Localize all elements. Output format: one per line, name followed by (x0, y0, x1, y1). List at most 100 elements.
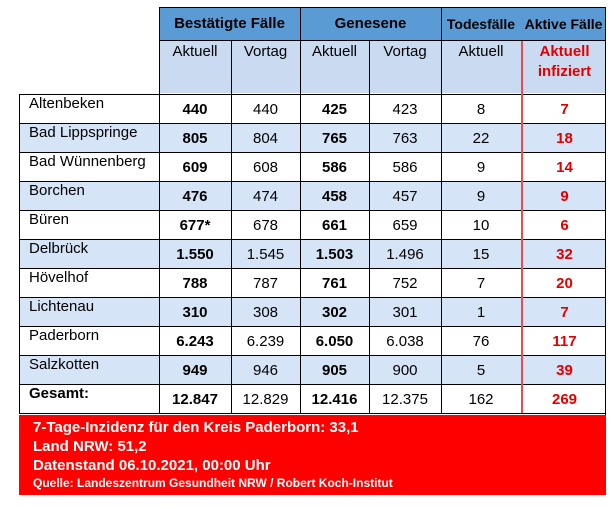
cell-tod: 76 (472, 333, 490, 350)
cell-bf-v: 12.829 (242, 391, 289, 408)
sub-tod-aktuell: Aktuell (458, 42, 504, 60)
table-row (19, 384, 606, 413)
table-row (19, 239, 606, 268)
cell-g-v: 659 (392, 217, 418, 234)
cell-g-a: 661 (321, 217, 348, 234)
cell-bf-a: 1.550 (176, 246, 214, 263)
cell-bf-a: 949 (182, 362, 208, 379)
header-genesene: Genesene (334, 15, 407, 32)
cell-bf-a: 12.847 (172, 391, 218, 408)
cell-g-a: 458 (321, 188, 348, 205)
row-name: Salzkotten (29, 356, 100, 373)
cell-akt: 14 (556, 159, 573, 176)
footer-land-nrw: Land NRW: 51,2 (33, 438, 147, 455)
cell-tod: 10 (472, 217, 490, 234)
row-name: Bad Lippspringe (29, 124, 138, 141)
cell-g-a: 761 (321, 275, 348, 292)
row-name: Büren (29, 211, 70, 228)
table-row (19, 152, 606, 181)
cell-g-v: 900 (392, 362, 418, 379)
cell-tod: 22 (472, 130, 490, 147)
row-name: Lichtenau (29, 298, 95, 315)
cell-g-v: 752 (392, 275, 418, 292)
cell-tod: 5 (476, 362, 486, 379)
cell-g-a: 302 (321, 304, 348, 321)
footer-info-box: 7-Tage-Inzidenz für den Kreis Paderborn:… (19, 415, 606, 495)
cell-tod: 162 (468, 391, 494, 408)
cell-tod: 15 (472, 246, 490, 263)
cell-bf-a: 476 (182, 188, 208, 205)
cell-akt: 18 (556, 130, 573, 147)
footer-quelle: Quelle: Landeszentrum Gesundheit NRW / R… (33, 476, 393, 490)
sub-aktiv-line2: infiziert (537, 62, 592, 80)
cell-tod: 8 (476, 101, 486, 118)
cell-akt: 20 (556, 275, 573, 292)
cell-g-v: 457 (392, 188, 418, 205)
cell-akt: 6 (560, 217, 569, 234)
cell-g-v: 763 (392, 130, 418, 147)
cell-bf-v: 787 (252, 275, 279, 292)
cell-akt: 39 (556, 362, 573, 379)
header-sub-row (159, 40, 606, 93)
row-name: Altenbeken (29, 95, 105, 112)
row-name: Paderborn (29, 327, 100, 344)
header-bestaetigte-faelle: Bestätigte Fälle (174, 15, 285, 32)
header-todesfaelle: Todesfälle (446, 15, 516, 32)
cell-akt: 32 (556, 246, 573, 263)
cell-g-v: 301 (392, 304, 418, 321)
sub-bf-vortag: Vortag (243, 42, 288, 60)
row-name: Gesamt: (29, 385, 90, 402)
cell-bf-a: 6.243 (176, 333, 214, 350)
table-row (19, 123, 606, 152)
row-name: Delbrück (29, 240, 89, 257)
table-row (19, 94, 606, 123)
table-row (19, 326, 606, 355)
cell-bf-v: 308 (252, 304, 279, 321)
footer-inzidenz-kreis: 7-Tage-Inzidenz für den Kreis Paderborn:… (33, 419, 359, 436)
cell-g-v: 586 (392, 159, 418, 176)
cell-bf-v: 440 (252, 101, 279, 118)
cell-g-v: 423 (392, 101, 418, 118)
cell-bf-a: 677* (179, 217, 211, 234)
cell-tod: 9 (476, 188, 486, 205)
cell-tod: 9 (476, 159, 486, 176)
cell-bf-v: 804 (252, 130, 279, 147)
cell-g-a: 586 (321, 159, 348, 176)
header-group-row (159, 7, 606, 40)
cell-akt: 117 (552, 333, 577, 350)
cell-bf-a: 440 (182, 101, 208, 118)
cell-bf-a: 788 (182, 275, 208, 292)
cell-g-a: 6.050 (315, 333, 354, 350)
cell-bf-v: 678 (252, 217, 279, 234)
cell-akt: 9 (560, 188, 569, 205)
sub-bf-aktuell: Aktuell (172, 42, 218, 60)
cell-g-a: 1.503 (315, 246, 354, 263)
cell-g-v: 6.038 (386, 333, 424, 350)
row-name: Borchen (29, 182, 85, 199)
cell-tod: 1 (476, 304, 486, 321)
row-name: Hövelhof (29, 269, 89, 286)
cell-bf-v: 6.239 (246, 333, 285, 350)
cell-bf-v: 1.545 (246, 246, 285, 263)
table-row (19, 181, 606, 210)
cell-g-v: 1.496 (386, 246, 424, 263)
table-row (19, 297, 606, 326)
table-row (19, 268, 606, 297)
header-aktive-faelle: Aktive Fälle (524, 15, 603, 32)
cell-bf-a: 609 (182, 159, 208, 176)
table-row (19, 355, 606, 384)
cell-g-a: 12.416 (311, 391, 358, 408)
cell-bf-a: 805 (182, 130, 208, 147)
sub-g-aktuell: Aktuell (311, 42, 358, 60)
cell-g-v: 12.375 (382, 391, 428, 408)
sub-g-vortag: Vortag (383, 42, 427, 60)
cell-tod: 7 (476, 275, 486, 292)
cell-bf-v: 608 (252, 159, 279, 176)
footer-datenstand: Datenstand 06.10.2021, 00:00 Uhr (33, 457, 271, 474)
cell-bf-v: 946 (252, 362, 279, 379)
cell-akt: 269 (551, 391, 578, 408)
cell-akt: 7 (560, 304, 569, 321)
table-row (19, 210, 606, 239)
cell-g-a: 425 (321, 101, 348, 118)
row-name: Bad Wünnenberg (29, 153, 146, 170)
